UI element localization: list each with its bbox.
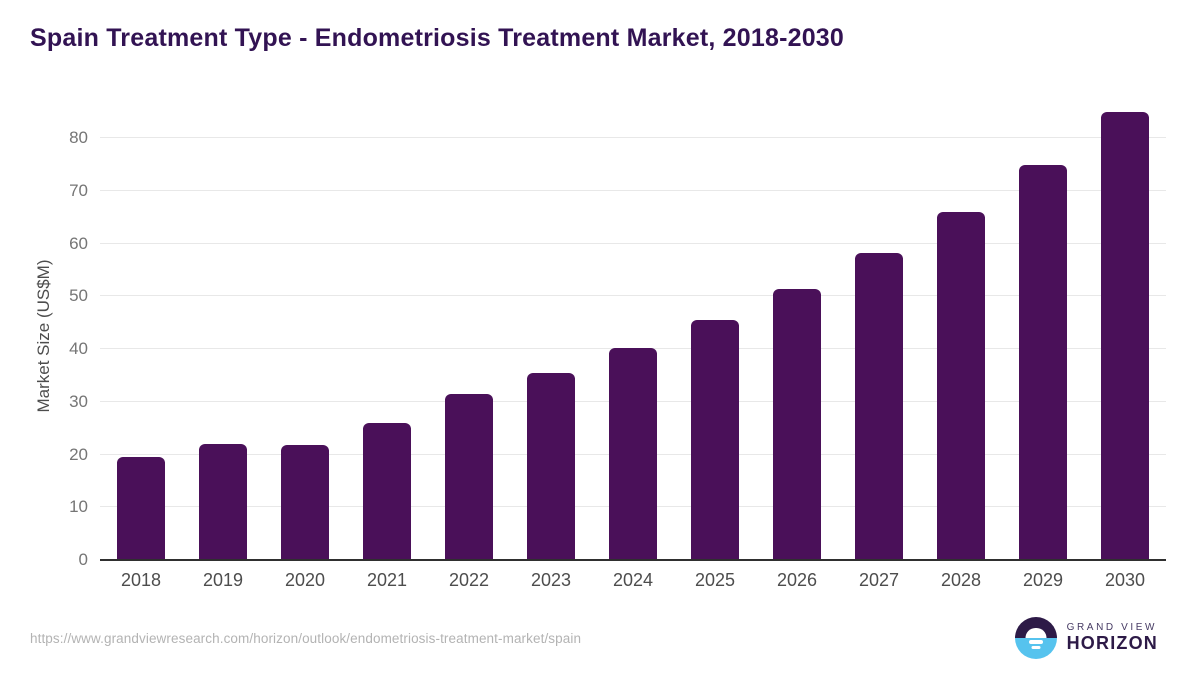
logo-reflection-line-1 bbox=[1028, 640, 1043, 644]
horizon-sunset-icon bbox=[1014, 617, 1057, 659]
bar-column-2020 bbox=[264, 112, 346, 560]
x-tick-2025: 2025 bbox=[694, 570, 736, 590]
y-tick-30: 30 bbox=[69, 391, 88, 411]
x-tick-2024: 2024 bbox=[612, 570, 654, 590]
gridline-50 bbox=[100, 295, 1166, 297]
y-tick-20: 20 bbox=[69, 444, 88, 464]
bar-column-2022 bbox=[428, 112, 510, 560]
bar-column-2021 bbox=[346, 112, 428, 560]
x-tick-2021: 2021 bbox=[366, 570, 408, 590]
bar-column-2027 bbox=[838, 112, 920, 560]
gridline-60 bbox=[100, 242, 1166, 244]
bar-2022 bbox=[445, 393, 493, 560]
y-tick-40: 40 bbox=[69, 339, 88, 359]
bar-2023 bbox=[527, 372, 575, 560]
chart-title: Spain Treatment Type - Endometriosis Tre… bbox=[30, 24, 845, 52]
bar-column-2023 bbox=[510, 112, 592, 560]
y-tick-80: 80 bbox=[69, 128, 88, 148]
x-tick-2023: 2023 bbox=[530, 570, 572, 590]
plot-area bbox=[100, 112, 1166, 561]
gridline-70 bbox=[100, 190, 1166, 192]
bar-2029 bbox=[1019, 165, 1067, 560]
bar-2018 bbox=[117, 457, 165, 560]
bar-column-2030 bbox=[1084, 112, 1166, 560]
bar-2028 bbox=[937, 212, 985, 560]
logo-reflection-line-2 bbox=[1031, 645, 1041, 649]
logo-sun-dome bbox=[1025, 628, 1047, 638]
x-tick-2027: 2027 bbox=[858, 570, 900, 590]
bar-2021 bbox=[363, 422, 411, 560]
bar-2024 bbox=[609, 348, 657, 560]
logo-text: GRAND VIEW HORIZON bbox=[1067, 622, 1158, 654]
bar-2025 bbox=[691, 320, 739, 560]
bar-2020 bbox=[281, 445, 329, 560]
logo-brand-name: GRAND VIEW bbox=[1066, 621, 1158, 633]
source-url: https://www.grandviewresearch.com/horizo… bbox=[30, 630, 582, 646]
y-tick-10: 10 bbox=[69, 497, 88, 517]
bar-series bbox=[100, 112, 1166, 560]
footer: https://www.grandviewresearch.com/horizo… bbox=[30, 615, 1158, 661]
bar-column-2029 bbox=[1002, 112, 1084, 560]
x-tick-2029: 2029 bbox=[1022, 570, 1064, 590]
logo-product-name: HORIZON bbox=[1066, 633, 1158, 654]
bar-column-2024 bbox=[592, 112, 674, 560]
x-axis-line bbox=[100, 559, 1166, 561]
y-axis-tick-labels: 0 10 20 30 40 50 60 70 80 bbox=[0, 112, 88, 569]
x-tick-2019: 2019 bbox=[202, 570, 244, 590]
grand-view-horizon-logo: GRAND VIEW HORIZON bbox=[1014, 617, 1158, 659]
x-tick-2018: 2018 bbox=[120, 570, 162, 590]
bar-column-2025 bbox=[674, 112, 756, 560]
y-tick-0: 0 bbox=[78, 550, 88, 569]
bar-2027 bbox=[855, 252, 903, 560]
bar-2026 bbox=[773, 288, 821, 560]
bar-2030 bbox=[1101, 112, 1149, 560]
x-axis-tick-labels: 2018 2019 2020 2021 2022 2023 2024 2025 2026 2027… bbox=[100, 570, 1166, 591]
x-tick-2030: 2030 bbox=[1104, 570, 1146, 590]
x-tick-2022: 2022 bbox=[448, 570, 490, 590]
y-tick-60: 60 bbox=[69, 233, 88, 253]
x-tick-2020: 2020 bbox=[284, 570, 326, 590]
bar-column-2018 bbox=[100, 112, 182, 560]
x-tick-2028: 2028 bbox=[940, 570, 982, 590]
y-tick-70: 70 bbox=[69, 181, 88, 201]
bar-column-2028 bbox=[920, 112, 1002, 560]
y-tick-50: 50 bbox=[69, 286, 88, 306]
bar-column-2026 bbox=[756, 112, 838, 560]
bar-2019 bbox=[199, 443, 247, 560]
bar-column-2019 bbox=[182, 112, 264, 560]
gridline-80 bbox=[100, 137, 1166, 139]
x-tick-2026: 2026 bbox=[776, 570, 818, 590]
